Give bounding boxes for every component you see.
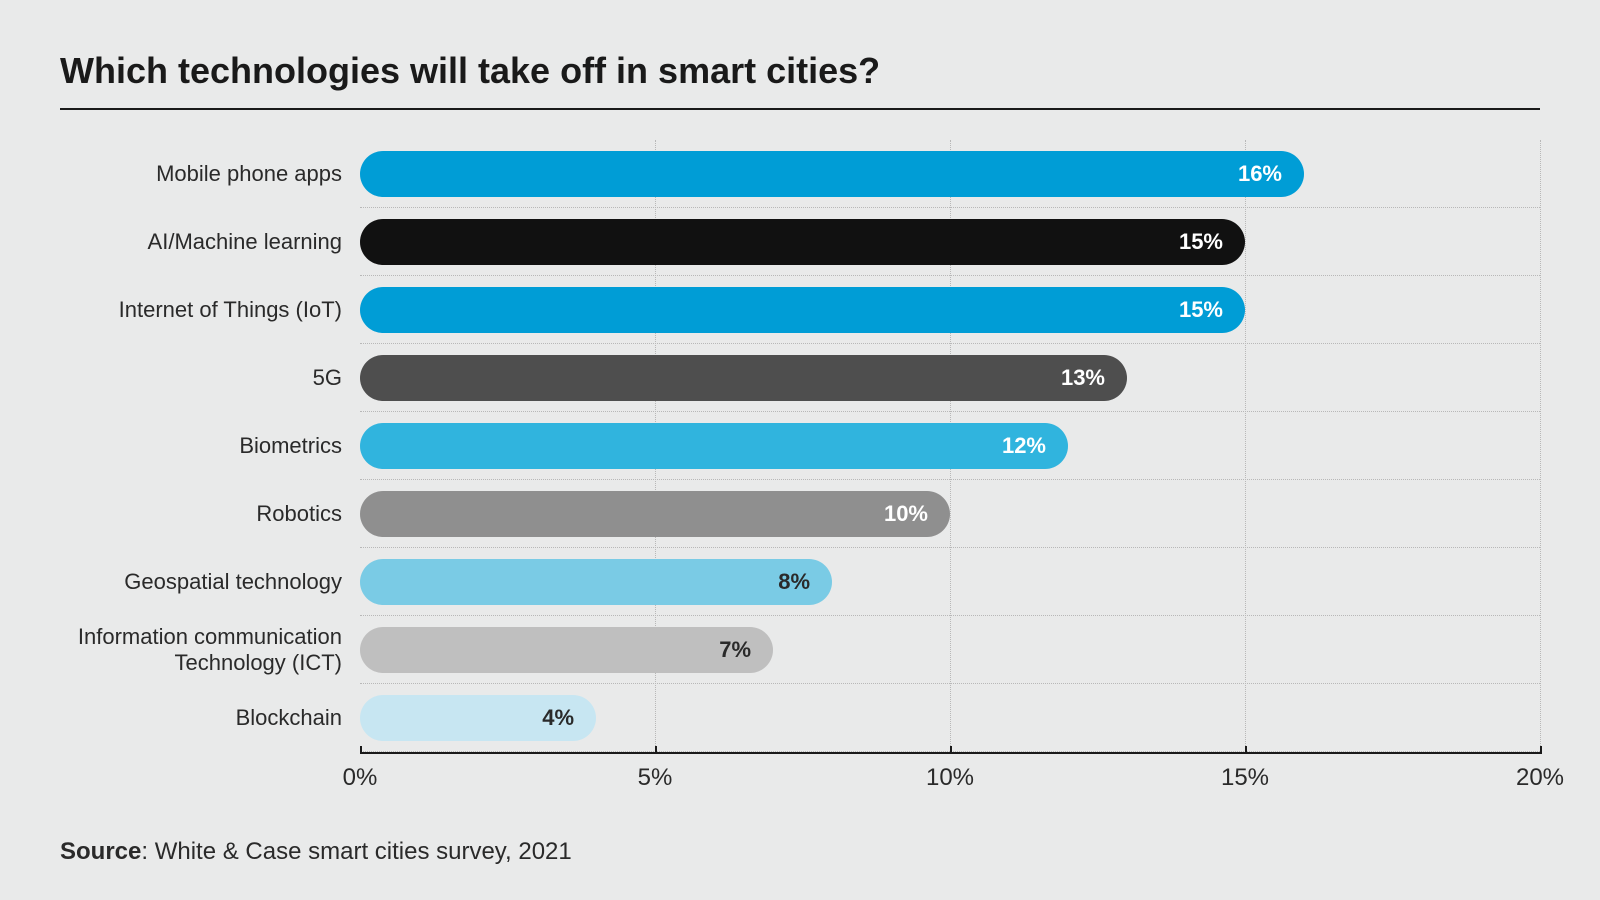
source-text: White & Case smart cities survey, 2021 xyxy=(155,838,572,865)
bar-label: Blockchain xyxy=(236,705,342,730)
bar: 10% xyxy=(360,491,950,537)
axis-tick-label: 5% xyxy=(638,764,673,792)
bar-label: Geospatial technology xyxy=(124,569,342,594)
axis-tick-label: 10% xyxy=(926,764,974,792)
axis-tick-label: 15% xyxy=(1221,764,1269,792)
x-axis-band: 0%5%10%15%20% xyxy=(360,752,1540,812)
chart-body: Mobile phone apps AI/Machine learning Inte… xyxy=(60,140,1540,752)
bar-label: Biometrics xyxy=(239,433,342,458)
bar: 16% xyxy=(360,151,1304,197)
bar-value: 4% xyxy=(542,705,574,731)
bar: 12% xyxy=(360,423,1068,469)
bar-value: 7% xyxy=(719,637,751,663)
chart-title: Which technologies will take off in smar… xyxy=(60,50,1540,110)
bar: 4% xyxy=(360,695,596,741)
bar-label: Mobile phone apps xyxy=(156,161,342,186)
bar: 15% xyxy=(360,219,1245,265)
bar-value: 16% xyxy=(1238,161,1282,187)
bar-value: 15% xyxy=(1179,297,1223,323)
gridline xyxy=(1540,140,1541,752)
bar: 7% xyxy=(360,627,773,673)
bar: 13% xyxy=(360,355,1127,401)
bars-column: 16% 15% 15% 13% 12% 10% 8% 7% 4% xyxy=(360,140,1540,752)
bar-label: AI/Machine learning xyxy=(148,229,342,254)
bar-label: Robotics xyxy=(256,501,342,526)
bar-value: 8% xyxy=(778,569,810,595)
source-prefix: Source xyxy=(60,838,141,865)
bar-label: Information communication Technology (IC… xyxy=(60,624,342,675)
bar-value: 15% xyxy=(1179,229,1223,255)
bar-value: 12% xyxy=(1002,433,1046,459)
source-line: Source: White & Case smart cities survey… xyxy=(60,838,1540,866)
bar-value: 10% xyxy=(884,501,928,527)
bar-value: 13% xyxy=(1061,365,1105,391)
bar-label: 5G xyxy=(313,365,342,390)
axis-tick-label: 20% xyxy=(1516,764,1564,792)
bar: 15% xyxy=(360,287,1245,333)
labels-column: Mobile phone apps AI/Machine learning Inte… xyxy=(60,140,360,752)
axis-tick xyxy=(1540,746,1542,754)
x-axis: 0%5%10%15%20% xyxy=(60,752,1540,812)
bar-label: Internet of Things (IoT) xyxy=(119,297,342,322)
axis-tick-label: 0% xyxy=(343,764,378,792)
bar: 8% xyxy=(360,559,832,605)
